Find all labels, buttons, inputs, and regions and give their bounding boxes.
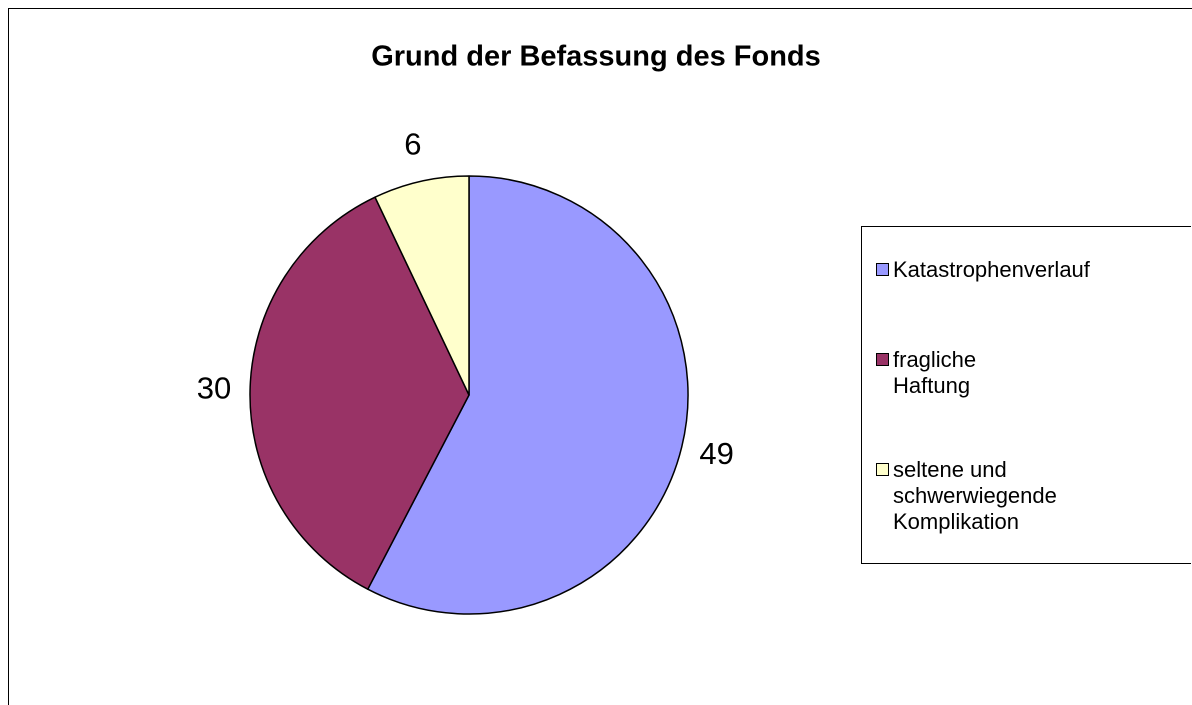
legend-label: Katastrophenverlauf <box>893 257 1090 282</box>
legend-entry: Katastrophenverlauf <box>876 257 1176 283</box>
pie-slice <box>374 175 470 396</box>
data-label: 6 <box>404 126 421 161</box>
legend-swatch <box>876 353 889 366</box>
legend-swatch <box>876 463 889 476</box>
data-label: 49 <box>699 436 733 471</box>
legend-entry: fragliche Haftung <box>876 347 1176 399</box>
legend: Katastrophenverlauf fragliche Haftung selt… <box>861 226 1191 564</box>
legend-entry: seltene und schwerwiegende Komplikation <box>876 457 1176 535</box>
pie-slice <box>249 196 470 590</box>
legend-label: fragliche Haftung <box>893 347 977 398</box>
legend-swatch <box>876 263 889 276</box>
chart-title: Grund der Befassung des Fonds <box>371 41 821 73</box>
legend-label: seltene und schwerwiegende Komplikation <box>893 457 1057 534</box>
pie-slice <box>367 175 689 615</box>
data-label: 30 <box>197 370 231 405</box>
